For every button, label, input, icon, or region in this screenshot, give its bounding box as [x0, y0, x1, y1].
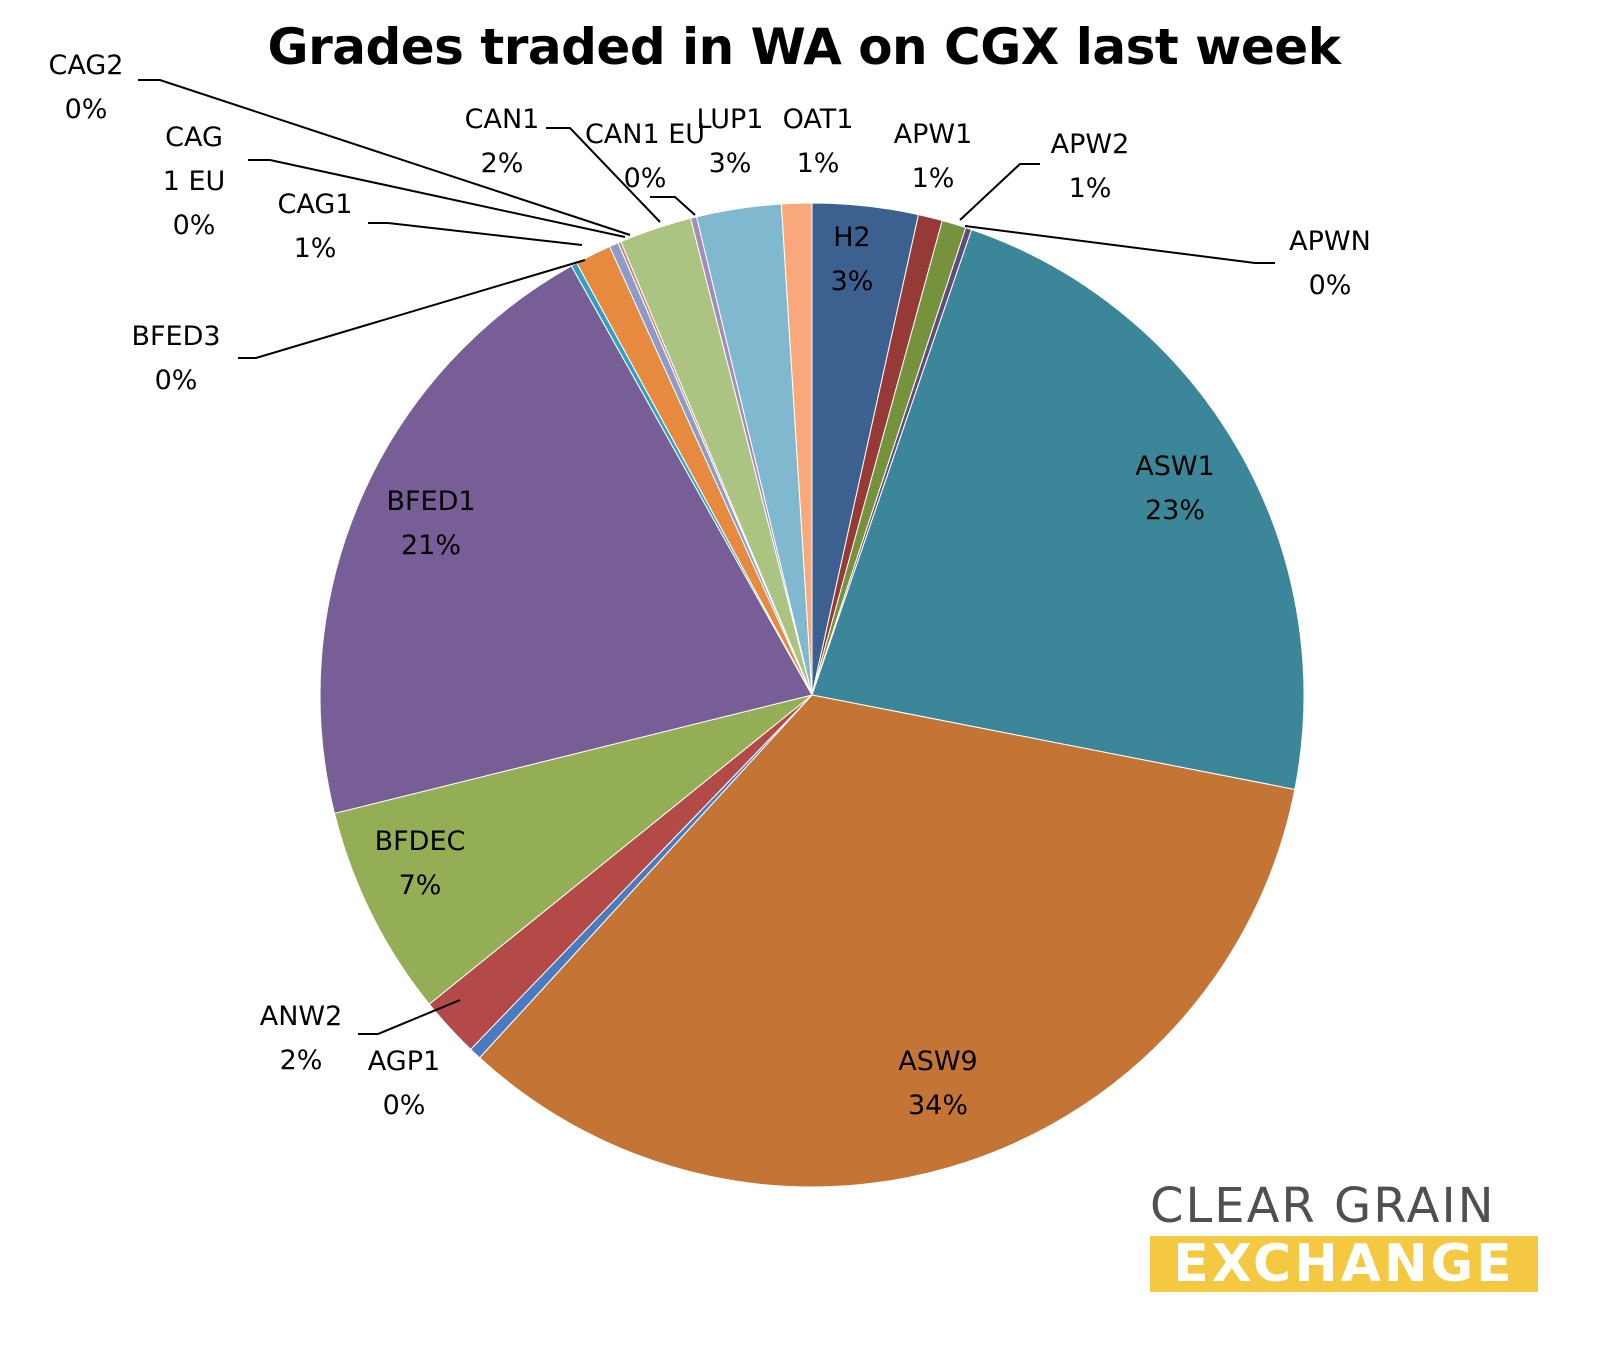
leader-line-cag-1-eu	[248, 159, 626, 238]
slice-percent-apw2: 1%	[1069, 173, 1112, 204]
clear-grain-exchange-logo: CLEAR GRAIN EXCHANGE	[1150, 1180, 1540, 1292]
pie-slice-oat1	[780, 202, 813, 696]
chart-title: Grades traded in WA on CGX last week	[267, 18, 1341, 76]
slice-label-asw1: ASW1	[1135, 451, 1214, 482]
slice-label-apw2: APW2	[1051, 129, 1130, 160]
slice-percent-lup1: 3%	[709, 148, 752, 179]
pie-slice-asw1	[811, 228, 1305, 791]
slice-label-can1-eu: CAN1 EU	[585, 119, 705, 150]
slice-percent-bfed1: 21%	[401, 530, 461, 561]
slice-percent-asw9: 34%	[908, 1090, 968, 1121]
logo-text-line2: EXCHANGE	[1150, 1236, 1538, 1292]
slice-label-bfed3: BFED3	[131, 321, 220, 352]
leader-line-can1	[546, 127, 661, 223]
leader-line-anw2	[358, 999, 461, 1035]
pie-slice-bfed1	[319, 265, 813, 815]
leader-line-apw2	[959, 163, 1040, 221]
slice-label-cag-1-eu-line1: CAG	[165, 122, 223, 153]
slice-label-asw9: ASW9	[898, 1046, 977, 1077]
slice-percent-bfdec: 7%	[399, 870, 442, 901]
slice-percent-apw1: 1%	[912, 163, 955, 194]
slice-label-agp1: AGP1	[368, 1046, 440, 1077]
leader-line-bfed3	[238, 259, 586, 359]
slice-percent-cag2: 0%	[65, 94, 108, 125]
slice-percent-apwn: 0%	[1309, 270, 1352, 301]
slice-label-cag-1-eu-line2: 1 EU	[163, 166, 226, 197]
slice-percent-cag-1-eu: 0%	[173, 210, 216, 241]
slice-label-oat1: OAT1	[783, 104, 854, 135]
slice-label-lup1: LUP1	[697, 104, 764, 135]
slice-label-cag1: CAG1	[278, 189, 353, 220]
leader-line-apwn	[964, 225, 1275, 264]
logo-text-line1: CLEAR GRAIN	[1150, 1178, 1496, 1234]
leader-line-cag1	[368, 222, 583, 246]
slice-percent-oat1: 1%	[797, 148, 840, 179]
pie-slice-asw9	[478, 694, 1296, 1188]
slice-percent-can1: 2%	[481, 148, 524, 179]
slice-label-apw1: APW1	[894, 119, 973, 150]
slice-percent-agp1: 0%	[383, 1090, 426, 1121]
slice-label-can1: CAN1	[465, 104, 540, 135]
slice-label-apwn: APWN	[1289, 226, 1371, 257]
leader-line-cag2	[138, 79, 631, 236]
slice-percent-h2: 3%	[831, 266, 874, 297]
slice-label-anw2: ANW2	[260, 1001, 343, 1032]
slice-percent-bfed3: 0%	[155, 365, 198, 396]
pie-slice-bfdec	[333, 694, 813, 1005]
leader-line-can1-eu	[650, 196, 696, 216]
slice-percent-anw2: 2%	[280, 1045, 323, 1076]
slice-percent-cag1: 1%	[294, 233, 337, 264]
slice-percent-can1-eu: 0%	[624, 163, 667, 194]
slice-label-h2: H2	[833, 222, 870, 253]
slice-percent-asw1: 23%	[1145, 495, 1205, 526]
slice-label-bfed1: BFED1	[386, 486, 475, 517]
slice-label-bfdec: BFDEC	[375, 826, 466, 857]
slice-label-cag2: CAG2	[49, 50, 124, 81]
